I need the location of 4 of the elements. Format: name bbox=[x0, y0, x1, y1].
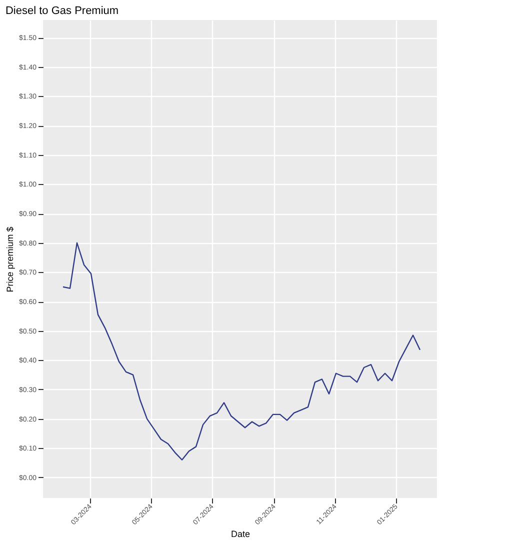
x-axis-title: Date bbox=[230, 528, 250, 539]
y-axis-title: Price premium $ bbox=[4, 226, 15, 292]
line-series bbox=[62, 242, 421, 460]
chart-title: Diesel to Gas Premium bbox=[5, 5, 119, 17]
